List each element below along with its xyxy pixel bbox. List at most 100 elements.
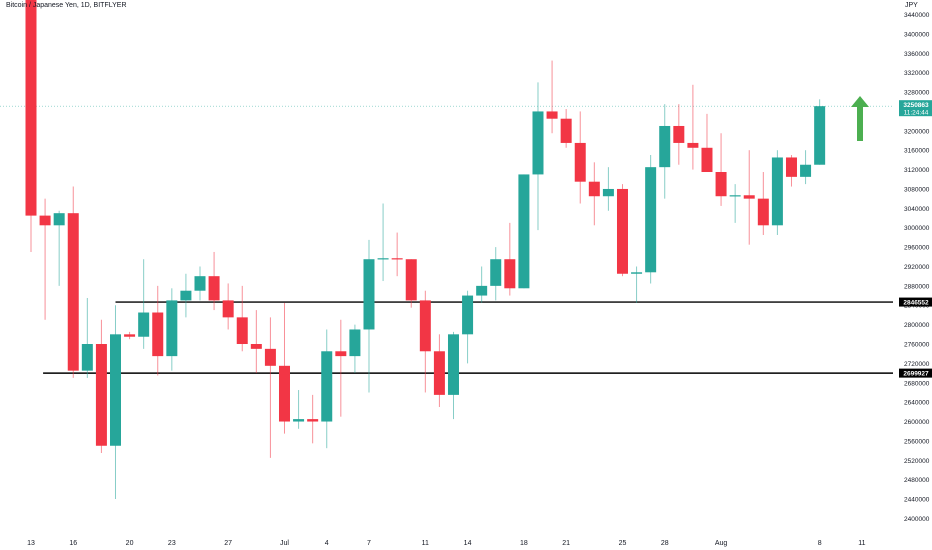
y-tick-label: 2640000 — [904, 400, 930, 407]
candle[interactable] — [546, 60, 558, 134]
candle[interactable] — [250, 310, 262, 374]
candle[interactable] — [447, 331, 459, 420]
candle[interactable] — [53, 210, 65, 286]
candle-body — [490, 259, 502, 286]
candle-body — [546, 111, 558, 119]
candle-body — [363, 259, 375, 330]
candle-body — [278, 365, 290, 422]
candle[interactable] — [25, 0, 37, 252]
candle-body — [264, 348, 276, 366]
candle[interactable] — [419, 290, 431, 393]
candle[interactable] — [800, 150, 812, 185]
candle-body — [602, 188, 614, 197]
x-tick-label: 23 — [168, 540, 176, 547]
candle[interactable] — [293, 390, 305, 429]
candle[interactable] — [518, 174, 530, 289]
candle[interactable] — [335, 319, 347, 417]
candle[interactable] — [814, 99, 826, 165]
candle[interactable] — [504, 222, 516, 296]
candle[interactable] — [673, 104, 685, 165]
candle[interactable] — [602, 167, 614, 211]
x-tick-label: 16 — [69, 540, 77, 547]
candle[interactable] — [645, 155, 657, 284]
last-price-label: 3250863 — [903, 102, 929, 109]
candle-body — [349, 329, 361, 357]
candle[interactable] — [166, 288, 178, 371]
y-tick-label: 3440000 — [904, 12, 930, 19]
candle[interactable] — [433, 334, 445, 407]
candle-body — [335, 351, 347, 357]
candle[interactable] — [757, 172, 769, 235]
candle[interactable] — [771, 150, 783, 235]
candle-body — [476, 285, 488, 296]
candle-body — [687, 142, 699, 148]
candle[interactable] — [476, 266, 488, 303]
candle[interactable] — [560, 109, 572, 148]
candle[interactable] — [67, 186, 79, 378]
x-tick-label: 11 — [422, 540, 429, 547]
candle[interactable] — [743, 150, 755, 245]
candle-body — [391, 258, 403, 260]
candle[interactable] — [391, 232, 403, 277]
candle[interactable] — [307, 394, 319, 444]
candle[interactable] — [208, 251, 220, 311]
candle[interactable] — [785, 155, 797, 187]
candle[interactable] — [194, 266, 206, 301]
candle[interactable] — [124, 331, 136, 340]
candle[interactable] — [659, 104, 671, 199]
candle[interactable] — [278, 302, 290, 434]
candle[interactable] — [715, 133, 727, 206]
candle[interactable] — [687, 84, 699, 170]
candle[interactable] — [574, 111, 586, 204]
candle[interactable] — [236, 285, 248, 352]
y-tick-label: 3360000 — [904, 51, 930, 58]
candle[interactable] — [222, 283, 234, 330]
x-tick-label: Aug — [715, 540, 728, 547]
y-tick-label: 3000000 — [904, 225, 930, 232]
candle[interactable] — [462, 290, 474, 364]
candle-body — [208, 276, 220, 301]
up-arrow-icon[interactable] — [851, 96, 869, 141]
candle[interactable] — [349, 324, 361, 374]
candle[interactable] — [138, 259, 150, 349]
candle-body — [588, 181, 600, 197]
candle[interactable] — [490, 247, 502, 301]
candle[interactable] — [701, 113, 713, 173]
candle[interactable] — [180, 273, 192, 318]
candle-body — [39, 215, 51, 226]
candle[interactable] — [264, 317, 276, 458]
candle[interactable] — [95, 319, 107, 454]
candle[interactable] — [321, 329, 333, 449]
candle-body — [673, 125, 685, 143]
candle[interactable] — [532, 82, 544, 231]
candle[interactable] — [81, 297, 93, 378]
y-tick-label: 2800000 — [904, 322, 930, 329]
candle[interactable] — [631, 266, 643, 303]
x-tick-label: 20 — [126, 540, 134, 547]
x-tick-label: 7 — [367, 540, 371, 547]
candle[interactable] — [588, 162, 600, 226]
candle-body — [124, 334, 136, 337]
candle-body — [771, 157, 783, 226]
x-tick-label: 11 — [858, 540, 865, 547]
candle[interactable] — [39, 198, 51, 320]
candle-body — [95, 344, 107, 446]
candle[interactable] — [109, 305, 121, 500]
y-tick-label: 3400000 — [904, 31, 930, 38]
candle-body — [659, 125, 671, 168]
y-tick-label: 2600000 — [904, 419, 930, 426]
candle[interactable] — [377, 203, 389, 282]
candle-body — [180, 290, 192, 301]
candle-body — [236, 317, 248, 345]
candle[interactable] — [729, 184, 741, 223]
last-price-badge — [899, 100, 932, 117]
candle[interactable] — [363, 239, 375, 393]
candle-body — [152, 312, 164, 357]
candle-body — [194, 276, 206, 291]
candle-body — [814, 106, 826, 165]
candle[interactable] — [616, 184, 628, 277]
candle[interactable] — [405, 259, 417, 308]
candle[interactable] — [152, 285, 164, 376]
